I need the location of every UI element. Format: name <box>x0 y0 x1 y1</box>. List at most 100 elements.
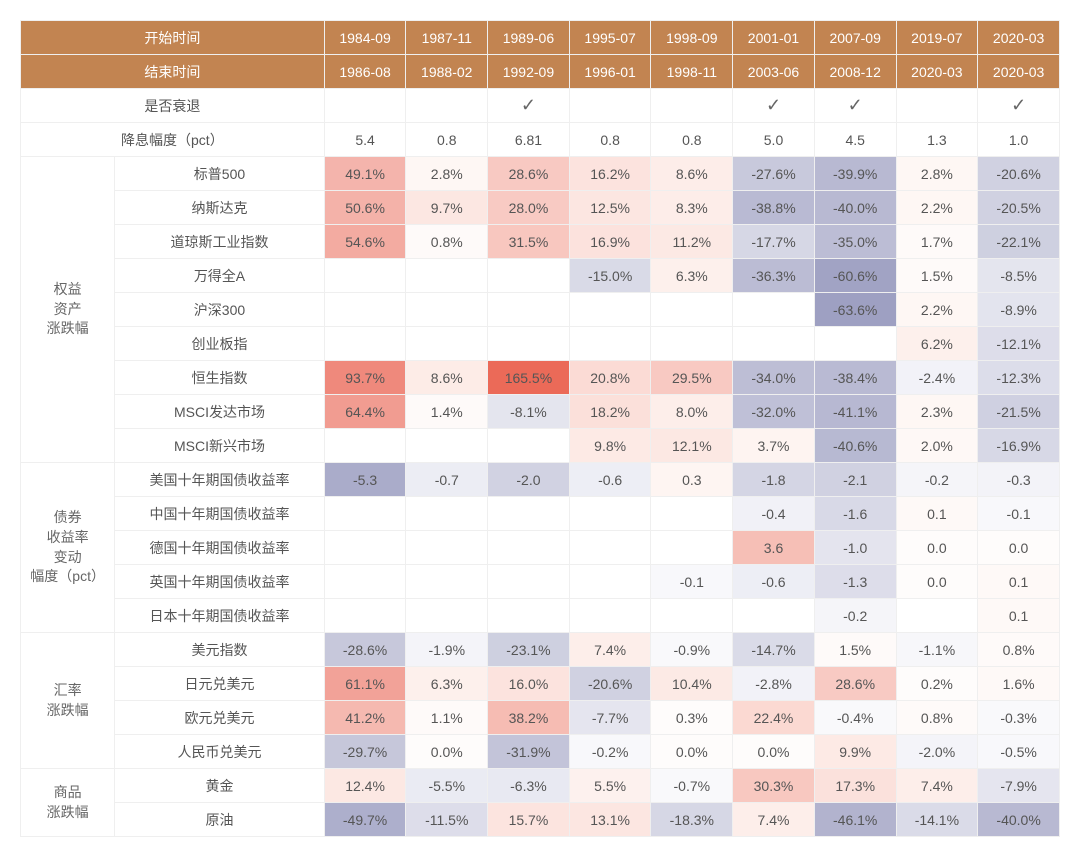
cell-1-2-7: 0.0 <box>896 531 978 565</box>
cell-1-2-4 <box>651 531 733 565</box>
cell-3-0-2: -6.3% <box>488 769 570 803</box>
group-label-2: 汇率涨跌幅 <box>21 633 115 769</box>
cell-3-1-1: -11.5% <box>406 803 488 837</box>
rate-cut-1: 0.8 <box>406 123 488 157</box>
cell-1-0-5: -1.8 <box>733 463 815 497</box>
asset-performance-table: 开始时间1984-091987-111989-061995-071998-092… <box>20 20 1060 837</box>
cell-1-0-6: -2.1 <box>814 463 896 497</box>
header-end-4: 1998-11 <box>651 55 733 89</box>
cell-0-0-7: 2.8% <box>896 157 978 191</box>
header-end-6: 2008-12 <box>814 55 896 89</box>
table-row: MSCI发达市场64.4%1.4%-8.1%18.2%8.0%-32.0%-41… <box>21 395 1060 429</box>
cell-1-4-8: 0.1 <box>978 599 1060 633</box>
cell-2-3-7: -2.0% <box>896 735 978 769</box>
cell-0-1-0: 50.6% <box>324 191 406 225</box>
cell-0-3-8: -8.5% <box>978 259 1060 293</box>
cell-0-4-2 <box>488 293 570 327</box>
cell-1-1-8: -0.1 <box>978 497 1060 531</box>
table-row: 恒生指数93.7%8.6%165.5%20.8%29.5%-34.0%-38.4… <box>21 361 1060 395</box>
header-start-4: 1998-09 <box>651 21 733 55</box>
table-row: 中国十年期国债收益率-0.4-1.60.1-0.1 <box>21 497 1060 531</box>
cell-0-2-1: 0.8% <box>406 225 488 259</box>
cell-1-0-4: 0.3 <box>651 463 733 497</box>
row-label-2-0: 美元指数 <box>115 633 324 667</box>
cell-1-3-6: -1.3 <box>814 565 896 599</box>
row-label-3-1: 原油 <box>115 803 324 837</box>
cell-0-2-3: 16.9% <box>569 225 651 259</box>
cell-0-7-0: 64.4% <box>324 395 406 429</box>
row-label-0-8: MSCI新兴市场 <box>115 429 324 463</box>
header-start-5: 2001-01 <box>733 21 815 55</box>
cell-0-8-1 <box>406 429 488 463</box>
cell-0-7-1: 1.4% <box>406 395 488 429</box>
cell-0-6-7: -2.4% <box>896 361 978 395</box>
group-label-1: 债券收益率变动幅度（pct） <box>21 463 115 633</box>
cell-0-8-3: 9.8% <box>569 429 651 463</box>
table-row: 道琼斯工业指数54.6%0.8%31.5%16.9%11.2%-17.7%-35… <box>21 225 1060 259</box>
cell-0-8-0 <box>324 429 406 463</box>
cell-0-5-1 <box>406 327 488 361</box>
cell-0-6-4: 29.5% <box>651 361 733 395</box>
cell-0-5-6 <box>814 327 896 361</box>
cell-3-0-3: 5.5% <box>569 769 651 803</box>
header-start-0: 1984-09 <box>324 21 406 55</box>
row-label-2-3: 人民币兑美元 <box>115 735 324 769</box>
cell-2-1-7: 0.2% <box>896 667 978 701</box>
cell-0-7-5: -32.0% <box>733 395 815 429</box>
cell-1-3-1 <box>406 565 488 599</box>
cell-0-8-5: 3.7% <box>733 429 815 463</box>
cell-0-6-0: 93.7% <box>324 361 406 395</box>
row-label-0-3: 万得全A <box>115 259 324 293</box>
table-row: 德国十年期国债收益率3.6-1.00.00.0 <box>21 531 1060 565</box>
header-start-6: 2007-09 <box>814 21 896 55</box>
cell-1-1-0 <box>324 497 406 531</box>
cell-2-2-5: 22.4% <box>733 701 815 735</box>
cell-1-2-1 <box>406 531 488 565</box>
cell-1-0-2: -2.0 <box>488 463 570 497</box>
row-label-1-0: 美国十年期国债收益率 <box>115 463 324 497</box>
table-row: 结束时间1986-081988-021992-091996-011998-112… <box>21 55 1060 89</box>
cell-0-3-5: -36.3% <box>733 259 815 293</box>
cell-0-3-6: -60.6% <box>814 259 896 293</box>
cell-0-6-3: 20.8% <box>569 361 651 395</box>
table-row: 日元兑美元61.1%6.3%16.0%-20.6%10.4%-2.8%28.6%… <box>21 667 1060 701</box>
cell-2-2-8: -0.3% <box>978 701 1060 735</box>
cell-0-5-7: 6.2% <box>896 327 978 361</box>
table-row: 创业板指6.2%-12.1% <box>21 327 1060 361</box>
cell-0-8-8: -16.9% <box>978 429 1060 463</box>
row-label-1-3: 英国十年期国债收益率 <box>115 565 324 599</box>
table-row: 日本十年期国债收益率-0.20.1 <box>21 599 1060 633</box>
row-label-0-6: 恒生指数 <box>115 361 324 395</box>
rate-cut-6: 4.5 <box>814 123 896 157</box>
cell-1-4-7 <box>896 599 978 633</box>
cell-0-5-2 <box>488 327 570 361</box>
cell-3-0-5: 30.3% <box>733 769 815 803</box>
cell-1-4-0 <box>324 599 406 633</box>
cell-0-5-8: -12.1% <box>978 327 1060 361</box>
row-label-0-4: 沪深300 <box>115 293 324 327</box>
cell-1-0-3: -0.6 <box>569 463 651 497</box>
cell-2-2-2: 38.2% <box>488 701 570 735</box>
row-label-2-1: 日元兑美元 <box>115 667 324 701</box>
recession-label: 是否衰退 <box>21 89 325 123</box>
rate-cut-4: 0.8 <box>651 123 733 157</box>
cell-1-1-2 <box>488 497 570 531</box>
cell-2-2-6: -0.4% <box>814 701 896 735</box>
cell-0-0-4: 8.6% <box>651 157 733 191</box>
cell-2-0-2: -23.1% <box>488 633 570 667</box>
table-row: 人民币兑美元-29.7%0.0%-31.9%-0.2%0.0%0.0%9.9%-… <box>21 735 1060 769</box>
cell-0-6-5: -34.0% <box>733 361 815 395</box>
cell-2-0-5: -14.7% <box>733 633 815 667</box>
cell-3-0-1: -5.5% <box>406 769 488 803</box>
cell-0-2-6: -35.0% <box>814 225 896 259</box>
recession-4 <box>651 89 733 123</box>
header-end-3: 1996-01 <box>569 55 651 89</box>
cell-2-1-2: 16.0% <box>488 667 570 701</box>
cell-0-3-4: 6.3% <box>651 259 733 293</box>
cell-0-1-7: 2.2% <box>896 191 978 225</box>
cell-1-0-8: -0.3 <box>978 463 1060 497</box>
table-row: MSCI新兴市场9.8%12.1%3.7%-40.6%2.0%-16.9% <box>21 429 1060 463</box>
cell-1-4-1 <box>406 599 488 633</box>
cell-0-2-7: 1.7% <box>896 225 978 259</box>
cell-0-5-4 <box>651 327 733 361</box>
